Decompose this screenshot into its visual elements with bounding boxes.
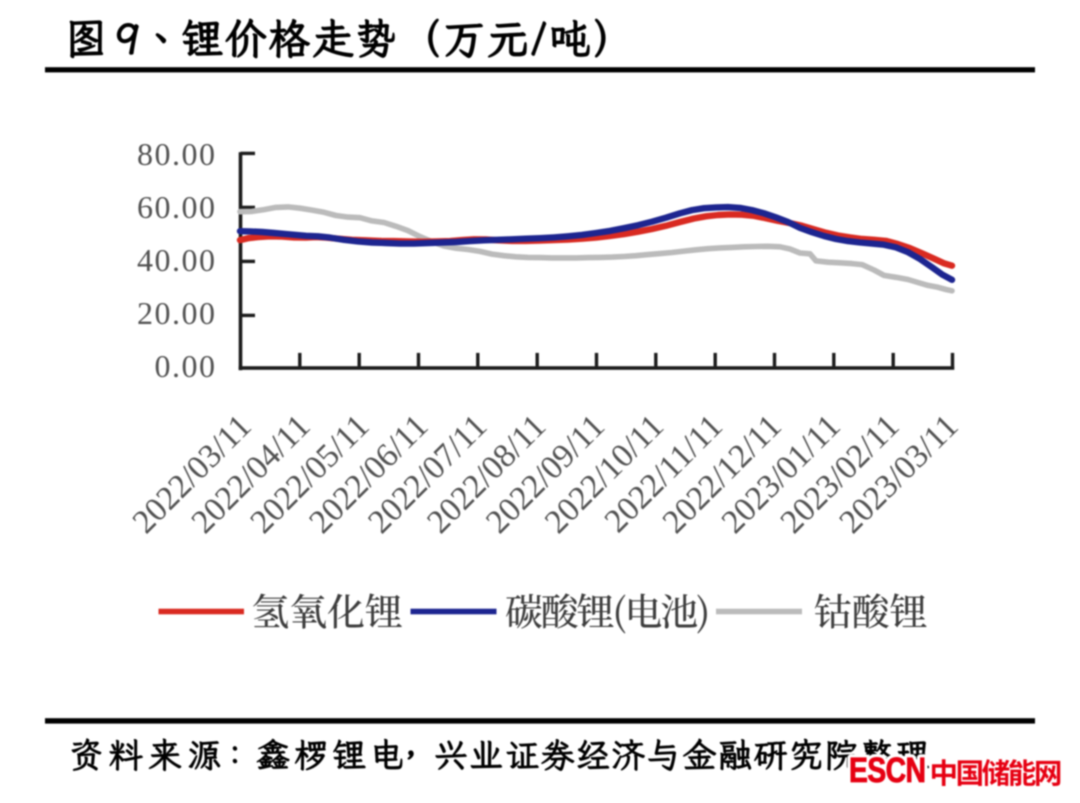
svg-text:60.00: 60.00 xyxy=(137,189,217,225)
svg-text:0.00: 0.00 xyxy=(155,348,217,384)
svg-text:80.00: 80.00 xyxy=(137,136,217,172)
svg-text:40.00: 40.00 xyxy=(137,242,217,278)
svg-text:20.00: 20.00 xyxy=(137,295,217,331)
